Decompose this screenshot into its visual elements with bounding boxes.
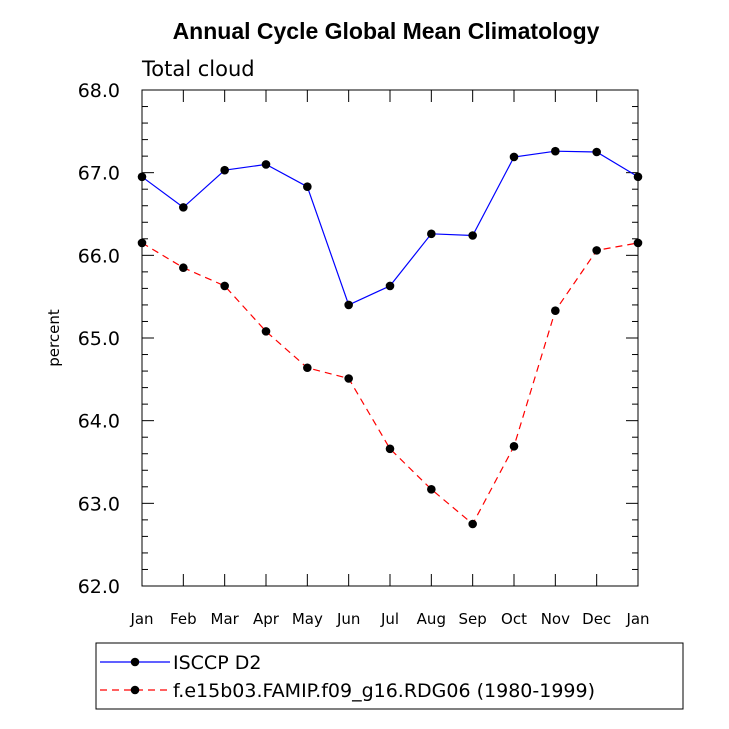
series-1-point — [137, 238, 147, 248]
x-tick-label: Mar — [211, 610, 240, 628]
series-0-point — [303, 182, 312, 192]
x-tick-label: Sep — [459, 610, 487, 628]
y-tick-label: 65.0 — [78, 328, 120, 350]
x-tick-label: Dec — [582, 610, 611, 628]
series-1-point — [509, 441, 519, 451]
series-1-point — [179, 263, 188, 273]
series-layer — [137, 146, 643, 529]
series-1-point — [592, 246, 601, 255]
legend-marker-1 — [130, 685, 140, 695]
x-tick-label: Feb — [170, 610, 197, 628]
series-0-point — [509, 152, 519, 162]
chart-subtitle: Total cloud — [141, 57, 255, 81]
series-0-point — [468, 231, 477, 240]
series-0-point — [427, 229, 436, 239]
series-0-point — [592, 147, 601, 157]
x-tick-label: Apr — [253, 610, 280, 628]
series-0-point — [220, 165, 229, 175]
y-tick-label: 68.0 — [78, 80, 120, 102]
y-tick-labels: 62.0 63.0 64.0 65.0 66.0 67.0 68.0 — [78, 80, 120, 598]
series-1-point — [385, 444, 395, 454]
y-tick-label: 62.0 — [78, 576, 120, 598]
x-tick-label: Jun — [336, 610, 360, 628]
x-tick-label: Jan — [625, 610, 649, 628]
series-0-point — [385, 281, 395, 291]
x-tick-label: Aug — [417, 610, 446, 628]
x-tick-label: Jan — [129, 610, 153, 628]
series-0-point — [633, 172, 643, 182]
x-tick-label: May — [292, 610, 323, 628]
series-1-point — [344, 374, 353, 383]
series-1-point — [220, 281, 229, 291]
plot-frame — [141, 89, 639, 587]
x-tick-label: Jul — [380, 610, 399, 628]
y-axis-label: percent — [45, 309, 63, 367]
legend-marker-0 — [130, 657, 140, 667]
y-tick-label: 67.0 — [78, 163, 120, 185]
y-tick-label: 64.0 — [78, 411, 120, 433]
legend-box — [95, 642, 684, 710]
series-1-point — [427, 484, 436, 494]
series-1-point — [303, 363, 312, 373]
series-1-point — [633, 238, 643, 248]
series-1-point — [261, 327, 271, 336]
axis-ticks — [141, 89, 639, 587]
legend: ISCCP D2 f.e15b03.FAMIP.f09_g16.RDG06 (19… — [100, 652, 595, 702]
y-tick-label: 63.0 — [78, 493, 120, 515]
series-0-point — [551, 146, 560, 156]
x-tick-labels: Jan Feb Mar Apr May Jun Jul Aug Sep Oct Nov Dec Jan — [129, 610, 649, 628]
y-tick-label: 66.0 — [78, 245, 120, 267]
series-0-point — [261, 160, 271, 169]
x-tick-label: Nov — [541, 610, 570, 628]
series-0-point — [179, 203, 188, 212]
series-0-point — [137, 172, 147, 182]
legend-label-1: f.e15b03.FAMIP.f09_g16.RDG06 (1980-1999) — [173, 680, 595, 702]
series-1-point — [551, 306, 560, 316]
legend-label-0: ISCCP D2 — [173, 652, 261, 674]
chart-title: Annual Cycle Global Mean Climatology — [173, 18, 600, 44]
x-tick-label: Oct — [501, 610, 527, 628]
series-1-point — [468, 519, 477, 529]
series-0-point — [344, 300, 353, 310]
